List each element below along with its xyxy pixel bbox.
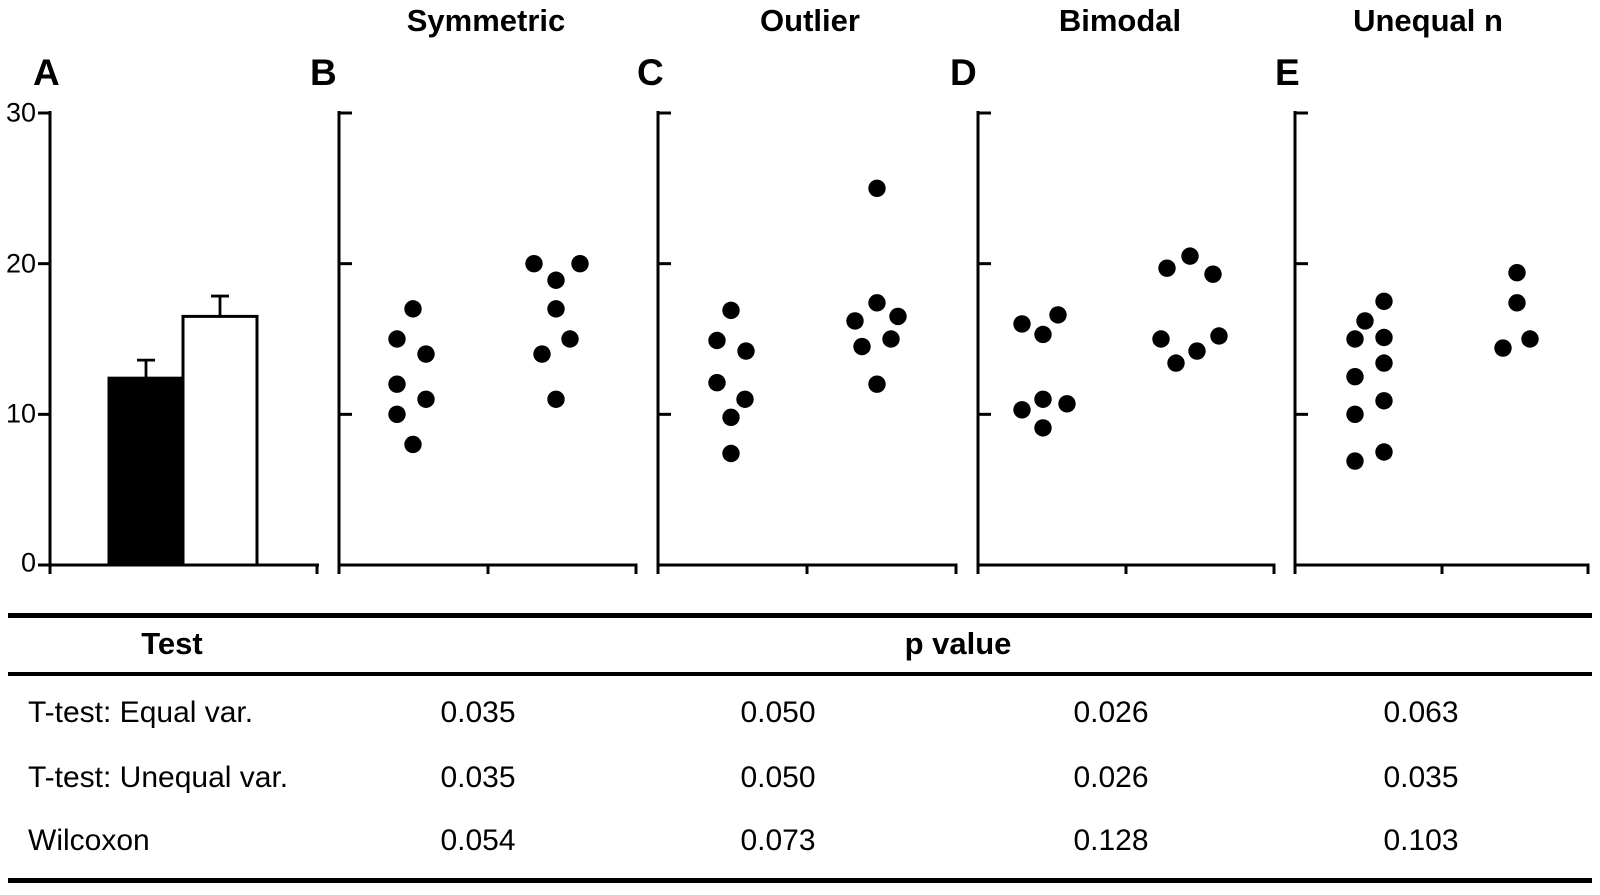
data-dot — [736, 390, 754, 408]
data-dot — [561, 330, 579, 348]
data-dot — [417, 390, 435, 408]
p-value-cell: 0.035 — [1383, 761, 1459, 794]
table-row-label-wilcoxon: Wilcoxon — [28, 824, 150, 857]
data-dot — [868, 294, 886, 312]
ytick-label-30: 30 — [5, 97, 36, 128]
data-dot — [1013, 315, 1031, 333]
data-dot — [1034, 390, 1052, 408]
data-dot — [1210, 327, 1228, 345]
data-dot — [868, 375, 886, 393]
data-dot — [388, 405, 406, 424]
data-dot — [882, 330, 900, 348]
table-row-label-ttest-unequal: T-test: Unequal var. — [28, 761, 289, 794]
data-dot — [889, 307, 907, 326]
panel-letter-b: B — [310, 52, 337, 93]
data-dot — [868, 179, 886, 198]
data-dot — [1375, 292, 1393, 311]
ytick-label-0: 0 — [20, 547, 36, 578]
p-value-cell: 0.035 — [440, 696, 516, 729]
panel-title-outlier: Outlier — [760, 3, 860, 38]
data-dot — [708, 331, 726, 350]
p-value-cell: 0.026 — [1073, 696, 1149, 729]
data-dot — [417, 345, 435, 363]
data-dot — [404, 435, 422, 454]
data-dot — [1346, 330, 1364, 348]
data-dot — [1494, 339, 1512, 357]
data-dot — [1375, 328, 1393, 347]
data-dot — [388, 375, 406, 393]
p-value-cell: 0.050 — [740, 696, 816, 729]
data-dot — [525, 254, 543, 273]
data-dot — [1204, 265, 1222, 283]
data-dot — [1375, 443, 1393, 461]
table-rule-top — [8, 613, 1592, 618]
data-dot — [737, 342, 755, 360]
data-dot — [853, 337, 871, 356]
panel-title-symmetric: Symmetric — [406, 3, 566, 38]
table-rule-header — [8, 672, 1592, 676]
data-dot — [1346, 405, 1364, 424]
data-dot — [547, 271, 565, 289]
data-dot — [722, 408, 740, 427]
p-value-cell: 0.103 — [1383, 824, 1459, 857]
panel-letter-c: C — [637, 52, 664, 93]
p-value-cell: 0.073 — [740, 824, 816, 857]
data-dot — [1375, 392, 1393, 410]
table-rule-bottom — [8, 878, 1592, 883]
data-dot — [1034, 419, 1052, 437]
data-dot — [1356, 312, 1374, 330]
p-value-cell: 0.050 — [740, 761, 816, 794]
bar-group-2-open — [181, 314, 259, 567]
data-dot — [1508, 264, 1526, 282]
data-dot — [846, 312, 864, 330]
p-value-cell: 0.035 — [440, 761, 516, 794]
data-dot — [547, 390, 565, 408]
p-value-cell: 0.054 — [440, 824, 516, 857]
data-dot — [1013, 401, 1031, 419]
data-dot — [1188, 342, 1206, 360]
data-dot — [547, 300, 565, 318]
data-dot — [1375, 354, 1393, 372]
panel-letter-d: D — [950, 52, 977, 93]
p-value-cell: 0.026 — [1073, 761, 1149, 794]
data-dot — [1152, 330, 1170, 348]
data-dot — [1521, 330, 1539, 348]
data-dot — [1158, 259, 1176, 277]
data-dot — [708, 373, 726, 392]
data-dot — [1346, 367, 1364, 386]
panel-title-bimodal: Bimodal — [1058, 3, 1182, 38]
data-dot — [1058, 395, 1076, 413]
data-dot — [1508, 294, 1526, 312]
panel-letter-e: E — [1275, 52, 1300, 93]
data-dot — [722, 301, 740, 320]
table-row-label-ttest-equal: T-test: Equal var. — [28, 696, 254, 729]
data-dot — [533, 345, 551, 363]
data-dot — [571, 254, 589, 273]
bar-group-1-filled — [107, 376, 185, 567]
data-dot — [404, 300, 422, 318]
panel-letter-a: A — [33, 52, 60, 93]
p-value-cell: 0.128 — [1073, 824, 1149, 857]
ytick-label-20: 20 — [5, 248, 36, 279]
panel-title-unequal-n: Unequal n — [1353, 3, 1503, 38]
data-dot — [1181, 247, 1199, 265]
data-dot — [1034, 325, 1052, 344]
ytick-label-10: 10 — [5, 398, 36, 429]
table-header-p-value: p value — [904, 626, 1012, 661]
data-dot — [722, 444, 740, 463]
p-value-cell: 0.063 — [1383, 696, 1459, 729]
data-dot — [1049, 306, 1067, 324]
data-dot — [388, 330, 406, 348]
data-dot — [1167, 354, 1185, 372]
data-dot — [1346, 452, 1364, 470]
table-header-test: Test — [141, 626, 203, 661]
